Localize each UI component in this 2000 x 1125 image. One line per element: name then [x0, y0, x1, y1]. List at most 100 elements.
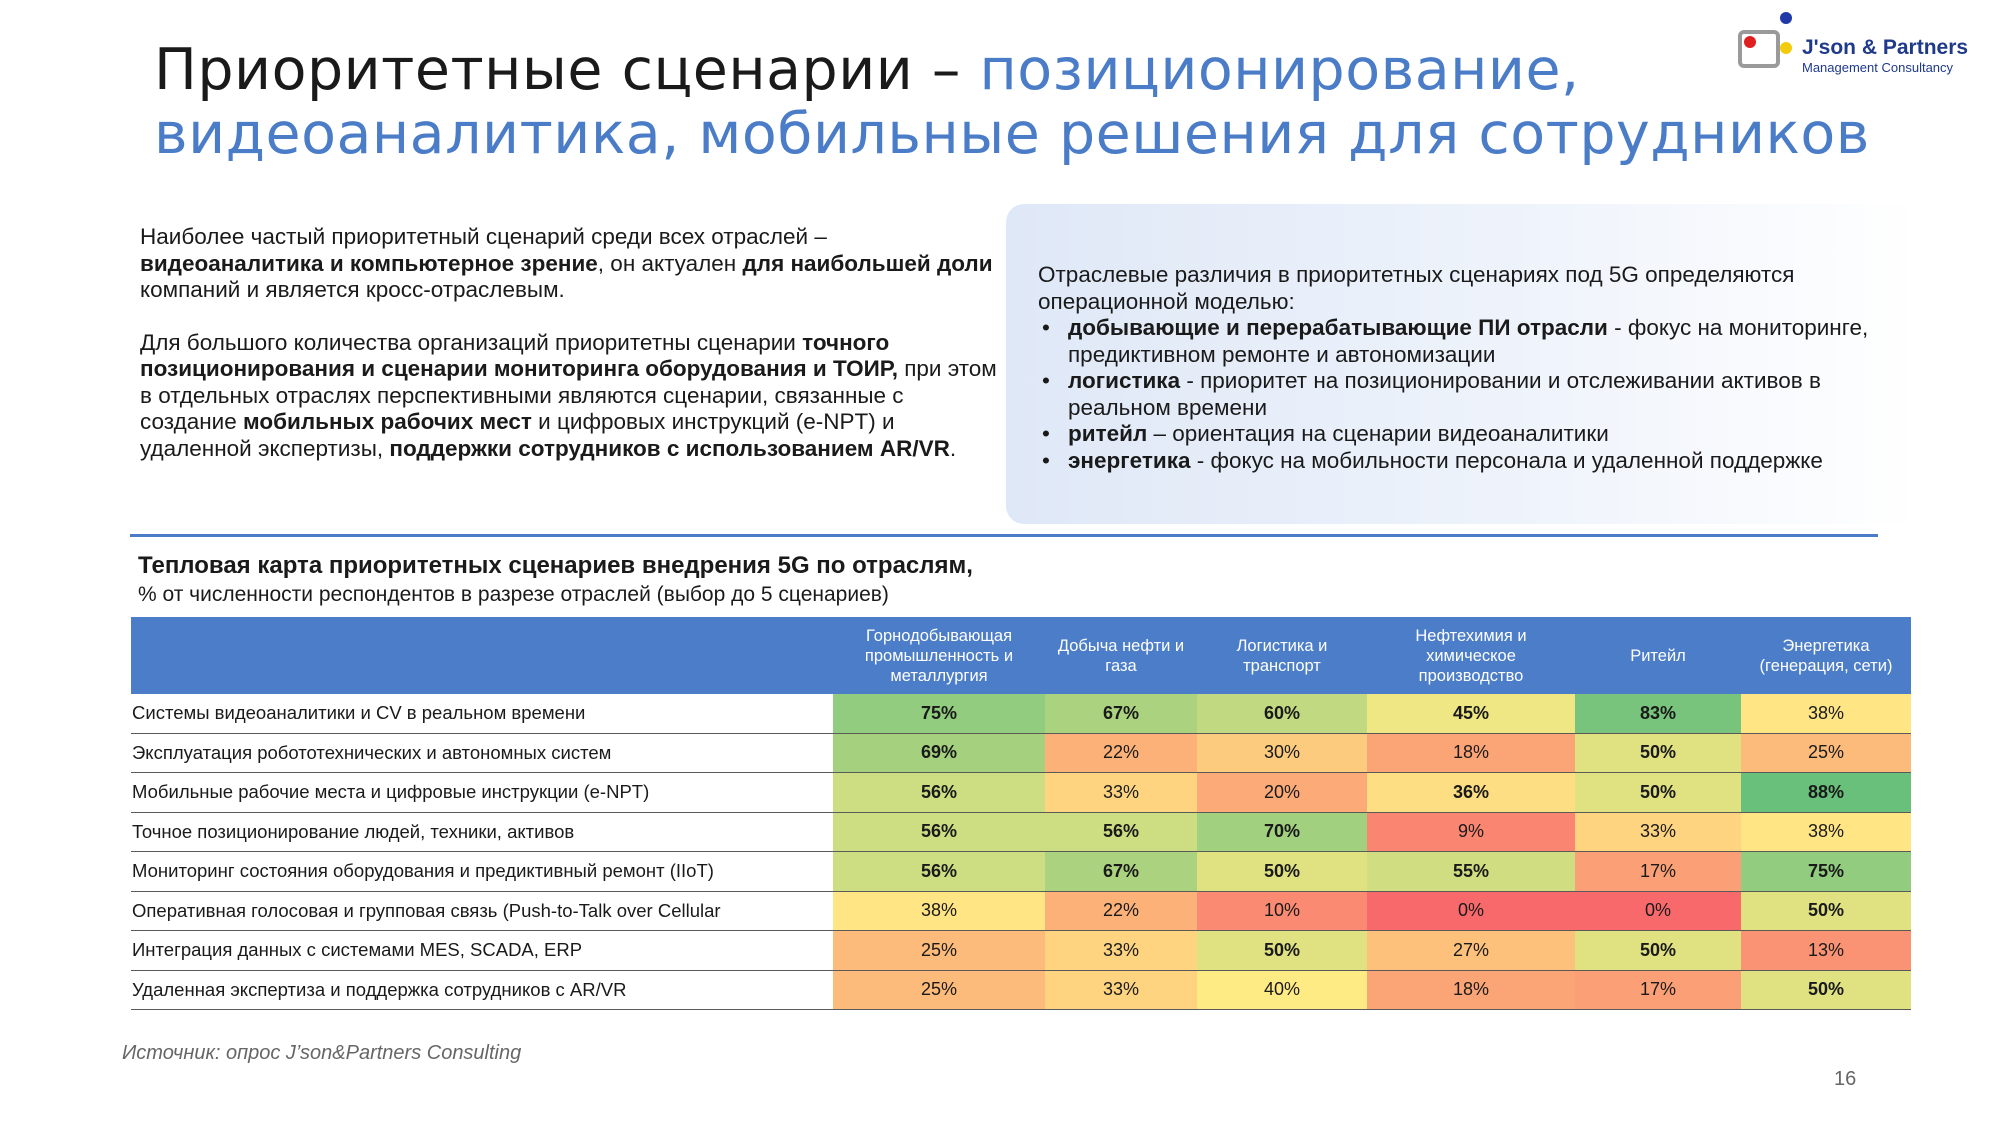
heatmap-row-label: Эксплуатация робототехнических и автоном… — [131, 733, 833, 773]
industry-bullet-name: добывающие и перерабатывающие ПИ отрасли — [1068, 315, 1608, 340]
heatmap-column-header: Логистика и транспорт — [1197, 617, 1367, 694]
heatmap-cell: 56% — [833, 851, 1045, 892]
industry-bullet: ритейл – ориентация на сценарии видеоана… — [1038, 421, 1908, 448]
company-logo: J'son & Partners Management Consultancy — [1738, 10, 1990, 80]
heatmap-row: Удаленная экспертиза и поддержка сотрудн… — [131, 970, 1911, 1010]
heatmap-row-label: Удаленная экспертиза и поддержка сотрудн… — [131, 970, 833, 1010]
left-paragraph-2: Для большого количества организаций прио… — [140, 330, 1000, 463]
heatmap-row-label: Интеграция данных с системами MES, SCADA… — [131, 930, 833, 971]
heatmap-cell: 0% — [1367, 891, 1575, 931]
heatmap-cell: 10% — [1197, 891, 1367, 931]
heatmap-cell: 69% — [833, 733, 1045, 773]
left-paragraph-1: Наиболее частый приоритетный сценарий ср… — [140, 224, 1000, 304]
heatmap-cell: 22% — [1045, 733, 1197, 773]
page-number: 16 — [1834, 1068, 1857, 1090]
heatmap-cell: 75% — [833, 694, 1045, 734]
heatmap-cell: 25% — [833, 970, 1045, 1010]
logo-subtitle: Management Consultancy — [1802, 60, 1954, 75]
heatmap-cell: 22% — [1045, 891, 1197, 931]
industry-differences-box: Отраслевые различия в приоритетных сцена… — [1006, 204, 1920, 524]
industry-bullet-text: - фокус на мобильности персонала и удале… — [1190, 447, 1823, 473]
left_text-p1-segment: для наибольшей доли — [742, 250, 993, 276]
heatmap-cell: 27% — [1367, 930, 1575, 971]
heatmap-row-label: Мониторинг состояния оборудования и пред… — [131, 851, 833, 892]
heatmap-cell: 45% — [1367, 694, 1575, 734]
heatmap-cell: 67% — [1045, 694, 1197, 734]
heatmap-cell: 38% — [1741, 694, 1911, 734]
industry-bullet: энергетика - фокус на мобильности персон… — [1038, 448, 1908, 475]
heatmap-cell: 88% — [1741, 772, 1911, 813]
heatmap-table: Горнодобывающая промышленность и металлу… — [131, 617, 1911, 1010]
left_text-p2-segment: мобильных рабочих мест — [243, 409, 532, 434]
industry-bullet-name: ритейл — [1068, 421, 1148, 446]
heatmap-cell: 75% — [1741, 851, 1911, 892]
section-divider — [130, 534, 1878, 537]
logo-name: J'son & Partners — [1802, 36, 1969, 59]
heatmap-cell: 50% — [1575, 733, 1741, 773]
left_text-p1-segment: компаний и является кросс-отраслевым. — [140, 277, 565, 302]
heatmap-title: Тепловая карта приоритетных сценариев вн… — [138, 552, 973, 579]
heatmap-row-label: Оперативная голосовая и групповая связь … — [131, 891, 833, 931]
page-title: Приоритетные сценарии – позиционирование… — [154, 38, 1954, 166]
heatmap-cell: 18% — [1367, 970, 1575, 1010]
heatmap-cell: 56% — [833, 812, 1045, 852]
heatmap-cell: 0% — [1575, 891, 1741, 931]
industry-differences-list: добывающие и перерабатывающие ПИ отрасли… — [1038, 315, 1908, 474]
left_text-p2-segment: Для большого количества организаций прио… — [140, 329, 803, 355]
heatmap-cell: 50% — [1575, 930, 1741, 971]
heatmap-cell: 55% — [1367, 851, 1575, 892]
title-part-2-accent: позиционирование, видеоаналитика, мобиль… — [154, 37, 1870, 167]
heatmap-cell: 60% — [1197, 694, 1367, 734]
heatmap-cell: 50% — [1575, 772, 1741, 813]
industry-differences-text: Отраслевые различия в приоритетных сцена… — [1038, 262, 1908, 474]
heatmap-column-header: Энергетика (генерация, сети) — [1741, 617, 1911, 694]
left_text-p2-segment: точного позиционирования и сценарии мони… — [140, 329, 898, 382]
title-part-1: Приоритетные сценарии – — [154, 37, 980, 103]
heatmap-cell: 33% — [1575, 812, 1741, 852]
heatmap-cell: 17% — [1575, 851, 1741, 892]
heatmap-row-label: Мобильные рабочие места и цифровые инстр… — [131, 772, 833, 813]
left_text-p1-segment: видеоаналитика и компьютерное зрение — [140, 250, 598, 276]
industry-bullet-text: - фокус на мониторинге, предиктивном рем… — [1068, 315, 1869, 367]
heatmap-cell: 17% — [1575, 970, 1741, 1010]
industry-bullet: добывающие и перерабатывающие ПИ отрасли… — [1038, 315, 1908, 368]
heatmap-row: Эксплуатация робототехнических и автоном… — [131, 733, 1911, 773]
heatmap-cell: 50% — [1741, 891, 1911, 931]
heatmap-cell: 50% — [1197, 930, 1367, 971]
heatmap-cell: 36% — [1367, 772, 1575, 813]
heatmap-row: Точное позиционирование людей, техники, … — [131, 812, 1911, 852]
heatmap-cell: 33% — [1045, 772, 1197, 813]
industry-bullet-text: – ориентация на сценарии видеоаналитики — [1147, 421, 1609, 446]
heatmap-column-header: Ритейл — [1575, 617, 1741, 694]
heatmap-row-label: Точное позиционирование людей, техники, … — [131, 812, 833, 852]
heatmap-column-header: Нефтехимия и химическое производство — [1367, 617, 1575, 694]
heatmap-row: Мониторинг состояния оборудования и пред… — [131, 851, 1911, 892]
heatmap-header-corner — [131, 617, 833, 694]
heatmap-row: Мобильные рабочие места и цифровые инстр… — [131, 772, 1911, 813]
heatmap-cell: 38% — [1741, 812, 1911, 852]
left_text-p2-segment: . — [949, 435, 957, 461]
logo-mark-icon — [1738, 12, 1792, 68]
source-note: Источник: опрос J’son&Partners Consultin… — [122, 1042, 522, 1064]
heatmap-cell: 30% — [1197, 733, 1367, 773]
left_text-p1-segment: Наиболее частый приоритетный сценарий ср… — [140, 224, 827, 249]
industry-bullet: логистика - приоритет на позиционировани… — [1038, 368, 1908, 421]
left_text-p1-segment: , он актуален — [597, 250, 743, 276]
left_text-p2-segment: при этом в отдельных отраслях перспектив… — [140, 356, 997, 434]
heatmap-cell: 20% — [1197, 772, 1367, 813]
heatmap-body: Системы видеоаналитики и CV в реальном в… — [131, 694, 1911, 1010]
heatmap-column-header: Добыча нефти и газа — [1045, 617, 1197, 694]
heatmap-cell: 38% — [833, 891, 1045, 931]
heatmap-cell: 25% — [1741, 733, 1911, 773]
heatmap-cell: 18% — [1367, 733, 1575, 773]
heatmap-row: Системы видеоаналитики и CV в реальном в… — [131, 694, 1911, 734]
heatmap-cell: 25% — [833, 930, 1045, 971]
heatmap-cell: 70% — [1197, 812, 1367, 852]
heatmap-cell: 56% — [833, 772, 1045, 813]
heatmap-header-row: Горнодобывающая промышленность и металлу… — [131, 617, 1911, 694]
heatmap-cell: 33% — [1045, 930, 1197, 971]
heatmap-cell: 33% — [1045, 970, 1197, 1010]
heatmap-row: Оперативная голосовая и групповая связь … — [131, 891, 1911, 931]
industry-bullet-name: энергетика — [1068, 447, 1191, 473]
heatmap-cell: 40% — [1197, 970, 1367, 1010]
